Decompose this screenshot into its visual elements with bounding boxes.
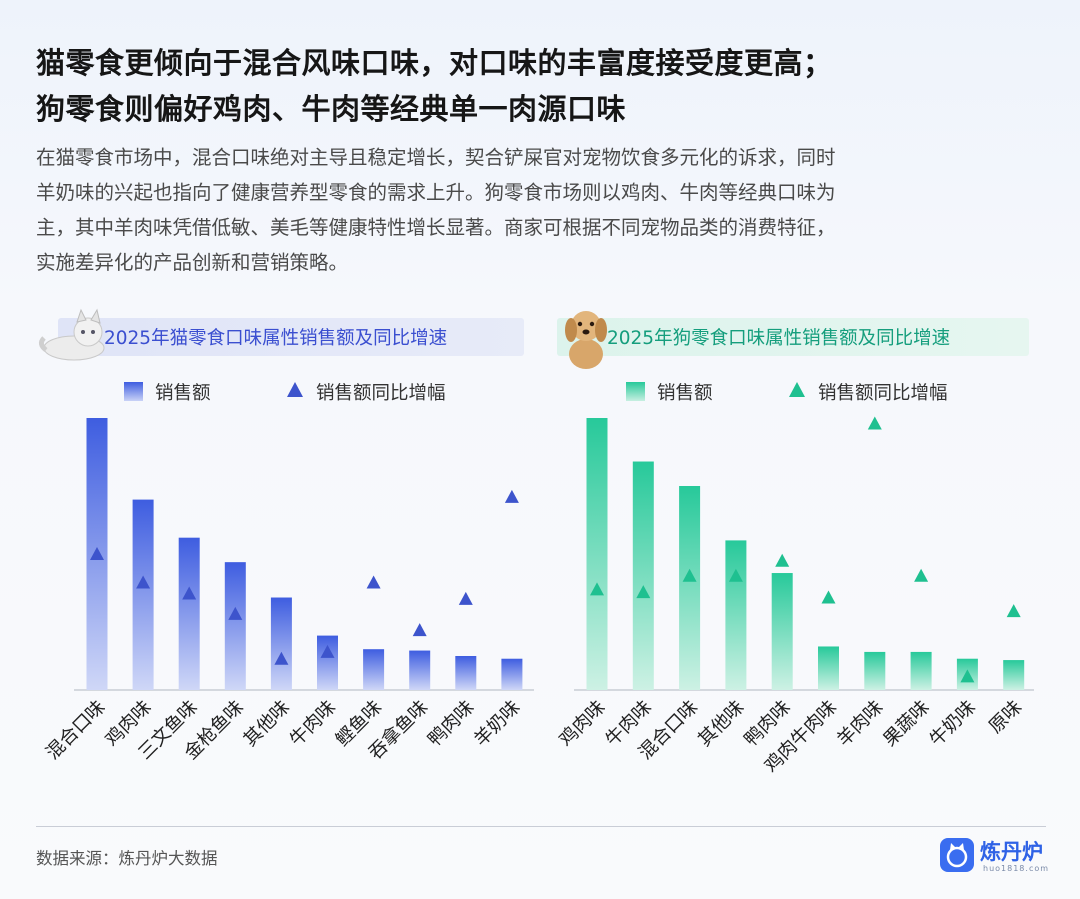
description-line: 主，其中羊肉味凭借低敏、美毛等健康特性增长显著。商家可根据不同宠物品类的消费特征… (36, 216, 836, 239)
dog-growth-marker-9 (1006, 604, 1021, 618)
dog-bar-7 (910, 651, 932, 690)
dog-category-label-0: 鸡肉味 (555, 697, 609, 751)
dog-legend: 销售额 销售额同比增幅 (626, 378, 986, 406)
cat-chart-header: 2025年猫零食口味属性销售额及同比增速 (58, 318, 524, 356)
cat-bar-6 (363, 649, 385, 690)
dog-bar-5 (818, 646, 839, 690)
dog-growth-marker-8 (960, 669, 975, 683)
cat-legend-marker-label: 销售额同比增幅 (316, 383, 446, 404)
description-line: 实施差异化的产品创新和营销策略。 (36, 251, 349, 274)
cat-growth-marker-2 (182, 586, 197, 600)
dog-icon (565, 311, 607, 369)
dog-growth-marker-7 (914, 568, 929, 582)
cat-legend-bar-swatch (124, 382, 143, 401)
dog-bar-6 (864, 651, 886, 690)
cat-growth-marker-8 (458, 591, 473, 605)
logo-url: huo1818.com (983, 864, 1050, 873)
dog-legend-bar-label: 销售额 (657, 383, 713, 404)
cat-growth-marker-7 (412, 623, 427, 637)
footer-divider (36, 826, 1046, 827)
cat-growth-marker-4 (274, 651, 289, 665)
cat-bar-5 (317, 635, 338, 690)
logo-name: 炼丹炉 (980, 840, 1043, 864)
cat-legend-bar-label: 销售额 (155, 383, 211, 404)
description-line: 羊奶味的兴起也指向了健康营养型零食的需求上升。狗零食市场则以鸡肉、牛肉等经典口味… (36, 181, 836, 204)
dog-bar-1 (632, 461, 654, 690)
dog-category-label-3: 其他味 (694, 697, 748, 751)
dog-growth-marker-0 (590, 582, 604, 596)
dog-bar-0 (586, 418, 608, 690)
description: 在猫零食市场中，混合口味绝对主导且稳定增长，契合铲屎官对宠物饮食多元化的诉求，同… (36, 140, 1046, 280)
dog-bar-2 (679, 486, 701, 690)
cat-bar-8 (455, 656, 477, 690)
dog-bar-9 (1003, 660, 1025, 690)
dog-category-label-8: 牛奶味 (926, 697, 980, 751)
cat-growth-marker-1 (136, 575, 151, 589)
dog-category-label-9: 原味 (985, 697, 1026, 738)
page-title-line-2: 狗零食则偏好鸡肉、牛肉等经典单一肉源口味 (36, 92, 627, 126)
cat-bar-7 (409, 650, 431, 690)
cat-category-label-8: 鸭肉味 (424, 697, 478, 751)
page-title-line-1: 猫零食更倾向于混合风味口味，对口味的丰富度接受度更高； (36, 46, 833, 80)
dog-growth-marker-5 (821, 590, 836, 604)
description-line: 在猫零食市场中，混合口味绝对主导且稳定增长，契合铲屎官对宠物饮食多元化的诉求，同… (36, 146, 836, 169)
cat-bar-9 (501, 658, 523, 690)
dog-category-label-7: 果蔬味 (880, 697, 934, 751)
dog-legend-triangle-icon (789, 382, 805, 397)
cat-chart-title: 2025年猫零食口味属性销售额及同比增速 (104, 328, 448, 349)
dog-category-label-6: 羊肉味 (833, 697, 887, 751)
dog-bar-3 (725, 540, 747, 690)
dog-growth-marker-6 (867, 416, 882, 430)
dog-chart-header: 2025年狗零食口味属性销售额及同比增速 (557, 318, 1029, 356)
cat-bar-4 (270, 597, 292, 690)
cat-growth-marker-0 (90, 547, 104, 560)
dog-growth-marker-2 (682, 568, 697, 582)
cat-bar-3 (224, 562, 246, 690)
cat-growth-marker-6 (366, 575, 381, 589)
cat-growth-marker-5 (320, 644, 335, 658)
cat-icon (38, 308, 105, 361)
dog-growth-marker-4 (775, 553, 790, 567)
cat-legend-triangle-icon (287, 382, 303, 397)
cat-growth-marker-3 (228, 606, 243, 620)
cat-legend: 销售额 销售额同比增幅 (124, 378, 484, 406)
cat-category-label-9: 羊奶味 (470, 697, 524, 751)
cat-category-label-5: 牛肉味 (286, 697, 340, 751)
cat-category-label-4: 其他味 (240, 697, 294, 751)
cat-bar-2 (178, 537, 200, 690)
dog-legend-marker-label: 销售额同比增幅 (818, 383, 948, 404)
dog-chart-title: 2025年狗零食口味属性销售额及同比增速 (607, 328, 951, 349)
cat-growth-marker-9 (504, 489, 519, 503)
dog-bar-4 (771, 573, 793, 690)
data-source: 数据来源：炼丹炉大数据 (36, 849, 218, 868)
cat-face-logo-icon (940, 838, 974, 872)
cat-category-label-0: 混合口味 (42, 697, 109, 764)
dog-growth-marker-1 (636, 585, 651, 599)
cat-bar-1 (132, 499, 154, 690)
dog-growth-marker-3 (728, 568, 743, 582)
dog-legend-bar-swatch (626, 382, 645, 401)
